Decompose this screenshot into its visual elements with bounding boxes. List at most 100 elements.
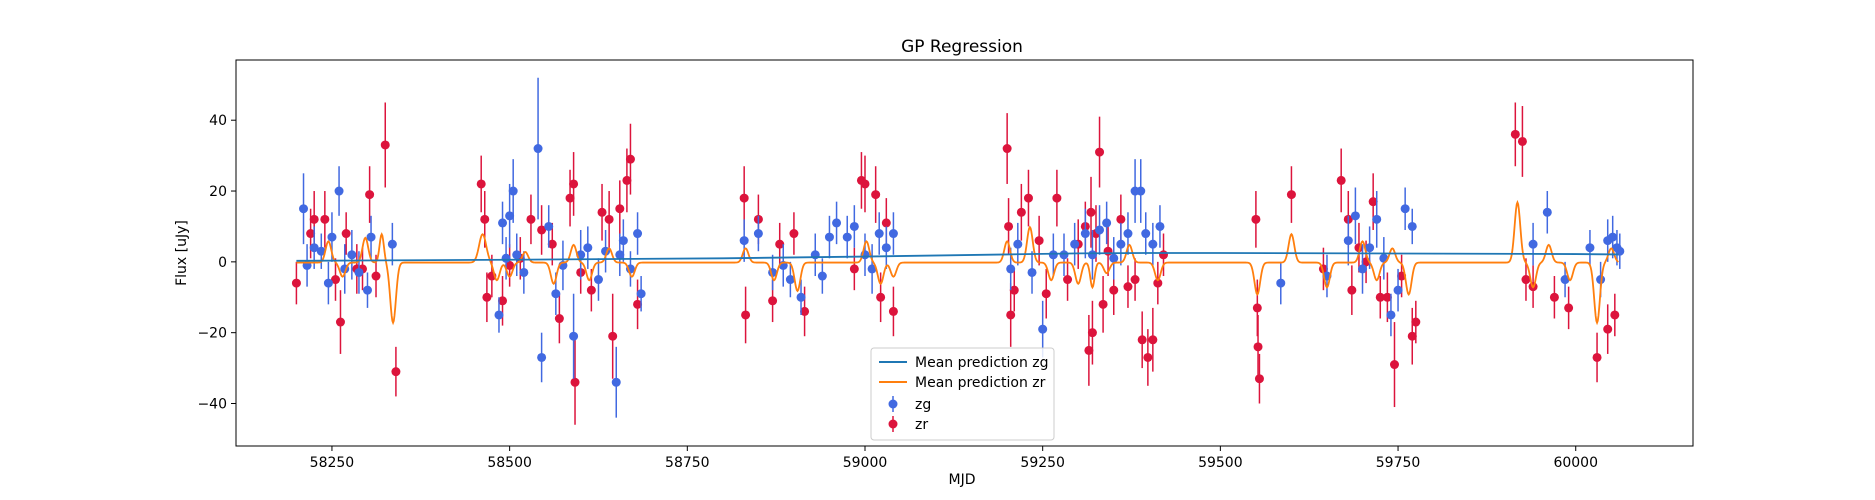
zg-point <box>832 218 842 228</box>
zr-point <box>768 296 778 306</box>
zr-point <box>633 299 643 309</box>
zg-point <box>888 229 898 239</box>
zg-point <box>753 229 763 239</box>
zg-point <box>1560 275 1570 285</box>
zr-point <box>320 214 330 224</box>
x-tick-label: 58500 <box>487 455 532 471</box>
zr-point <box>365 190 375 200</box>
zr-point <box>608 331 618 341</box>
zr-point <box>526 214 536 224</box>
zr-point <box>1009 285 1019 295</box>
zg-point <box>1116 239 1126 249</box>
zg-point <box>785 275 795 285</box>
zr-point <box>1517 136 1527 146</box>
zr-point <box>1159 250 1169 260</box>
zg-point <box>569 331 579 341</box>
zr-point <box>1084 345 1094 355</box>
zr-point <box>565 193 575 203</box>
zr-point <box>1087 328 1097 338</box>
mean-prediction-zg-line <box>296 252 1619 262</box>
zg-point <box>1276 278 1286 288</box>
zr-point <box>876 292 886 302</box>
zr-point <box>380 140 390 150</box>
zg-point <box>387 239 397 249</box>
zg-point <box>1393 285 1403 295</box>
zr-point <box>741 310 751 320</box>
zr-point <box>569 179 579 189</box>
zr-point <box>871 190 881 200</box>
x-tick-label: 58250 <box>310 455 355 471</box>
zr-point <box>291 278 301 288</box>
zr-point <box>1253 342 1263 352</box>
zr-point <box>306 229 316 239</box>
zr-point <box>775 239 785 249</box>
zr-point <box>1252 303 1262 313</box>
zr-point <box>1002 144 1012 154</box>
zg-point <box>874 229 884 239</box>
zr-point <box>1153 278 1163 288</box>
zr-point <box>1564 303 1574 313</box>
zg-point <box>636 289 646 299</box>
legend-swatch-zr-marker <box>888 419 898 429</box>
mean-prediction-zr-line <box>296 199 1619 326</box>
zr-point <box>480 214 490 224</box>
zg-point <box>533 144 543 154</box>
zr-point <box>1098 299 1108 309</box>
y-tick-label: −20 <box>197 326 227 342</box>
zr-point <box>1103 246 1113 256</box>
zg-point <box>309 243 319 253</box>
zg-point <box>1608 232 1618 242</box>
zg-point <box>1615 246 1625 256</box>
zg-point <box>739 236 749 246</box>
zg-point <box>1095 225 1105 235</box>
zr-point <box>547 239 557 249</box>
zg-point <box>1048 250 1058 260</box>
y-tick-label: 40 <box>209 113 227 129</box>
zr-point <box>1095 147 1105 157</box>
zr-point <box>1411 317 1421 327</box>
zr-point <box>1063 275 1073 285</box>
zg-point <box>1006 264 1016 274</box>
x-tick-label: 59250 <box>1020 455 1065 471</box>
zg-point <box>1585 243 1595 253</box>
zr-point <box>537 225 547 235</box>
zr-point <box>554 314 564 324</box>
zr-point <box>371 271 381 281</box>
zg-point <box>1148 239 1158 249</box>
zr-point <box>1109 285 1119 295</box>
zr-point <box>1375 292 1385 302</box>
zr-point <box>888 306 898 316</box>
zr-point <box>570 377 580 387</box>
zg-point <box>334 186 344 196</box>
zg-point <box>1080 229 1090 239</box>
zr-point <box>1116 214 1126 224</box>
axes: 58250 58500 58750 59000 59250 59500 59750 60000… <box>197 113 1598 471</box>
zg-point <box>327 232 337 242</box>
zg-point <box>354 267 364 277</box>
zr-point <box>1086 207 1096 217</box>
zg-point <box>1027 267 1037 277</box>
zr-point <box>1254 374 1264 384</box>
zr-point <box>1148 335 1158 345</box>
x-tick-label: 59750 <box>1376 455 1421 471</box>
zr-point <box>1336 175 1346 185</box>
zg-point <box>1070 239 1080 249</box>
zr-point <box>335 317 345 327</box>
zg-point <box>1350 211 1360 221</box>
zg-point <box>347 250 357 260</box>
zg-point <box>512 250 522 260</box>
zr-point <box>604 214 614 224</box>
legend-label-mean-zg: Mean prediction zg <box>915 355 1049 371</box>
y-tick-label: 0 <box>218 255 227 271</box>
zg-point <box>1141 229 1151 239</box>
zg-point <box>362 285 372 295</box>
zg-point <box>1038 324 1048 334</box>
zg-point <box>1155 221 1165 231</box>
zg-point <box>1109 253 1119 263</box>
zg-point <box>519 267 529 277</box>
zg-point <box>615 250 625 260</box>
zr-point <box>789 229 799 239</box>
zg-point <box>1013 239 1023 249</box>
y-tick-label: 20 <box>209 184 227 200</box>
zr-point <box>1137 335 1147 345</box>
